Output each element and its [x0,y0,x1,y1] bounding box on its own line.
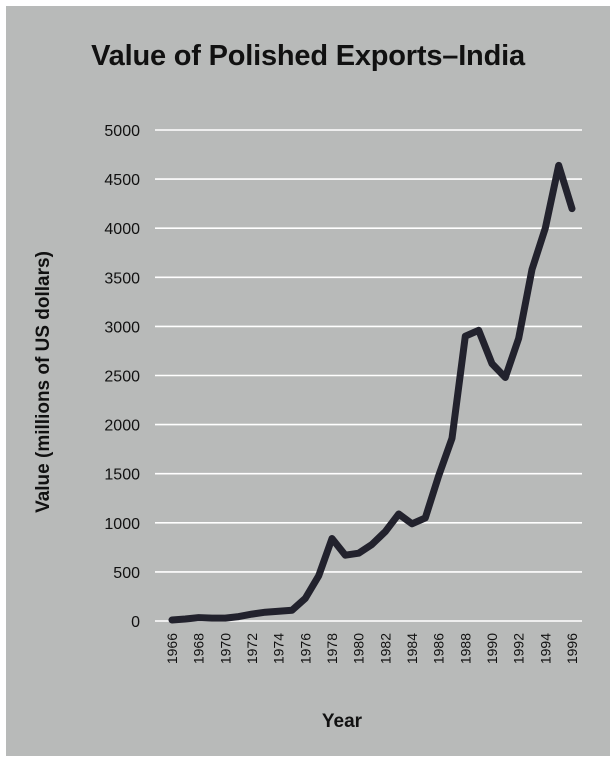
x-tick-label: 1976 [297,633,313,664]
y-tick-label: 3500 [104,270,140,287]
x-tick-label: 1978 [324,633,340,664]
x-tick-label: 1972 [244,633,260,664]
y-tick-label: 1500 [104,467,140,484]
x-tick-label: 1966 [164,633,180,664]
x-tick-label: 1984 [404,633,420,664]
chart-title: Value of Polished Exports–India [91,40,525,72]
y-tick-label: 500 [113,565,140,582]
x-tick-label: 1986 [431,633,447,664]
x-tick-label: 1982 [377,633,393,664]
y-tick-label: 3000 [104,319,140,336]
y-tick-label: 0 [131,614,140,631]
y-tick-label: 4500 [104,172,140,189]
chart-background [6,6,610,756]
y-tick-label: 2000 [104,418,140,435]
series-line [168,161,576,624]
x-tick-label: 1996 [564,633,580,664]
y-tick-label: 1000 [104,516,140,533]
y-tick-label: 4000 [104,221,140,238]
x-tick-label: 1988 [457,633,473,664]
x-tick-label: 1968 [191,633,207,664]
x-tick-label: 1990 [484,633,500,664]
y-tick-label: 5000 [104,123,140,140]
x-tick-label: 1974 [271,633,287,664]
x-tick-label: 1994 [537,633,553,664]
x-axis-label: Year [321,711,363,732]
x-tick-label: 1970 [217,633,233,664]
y-tick-label: 2500 [104,369,140,386]
x-tick-label: 1980 [351,633,367,664]
x-tick-label: 1992 [511,633,527,664]
